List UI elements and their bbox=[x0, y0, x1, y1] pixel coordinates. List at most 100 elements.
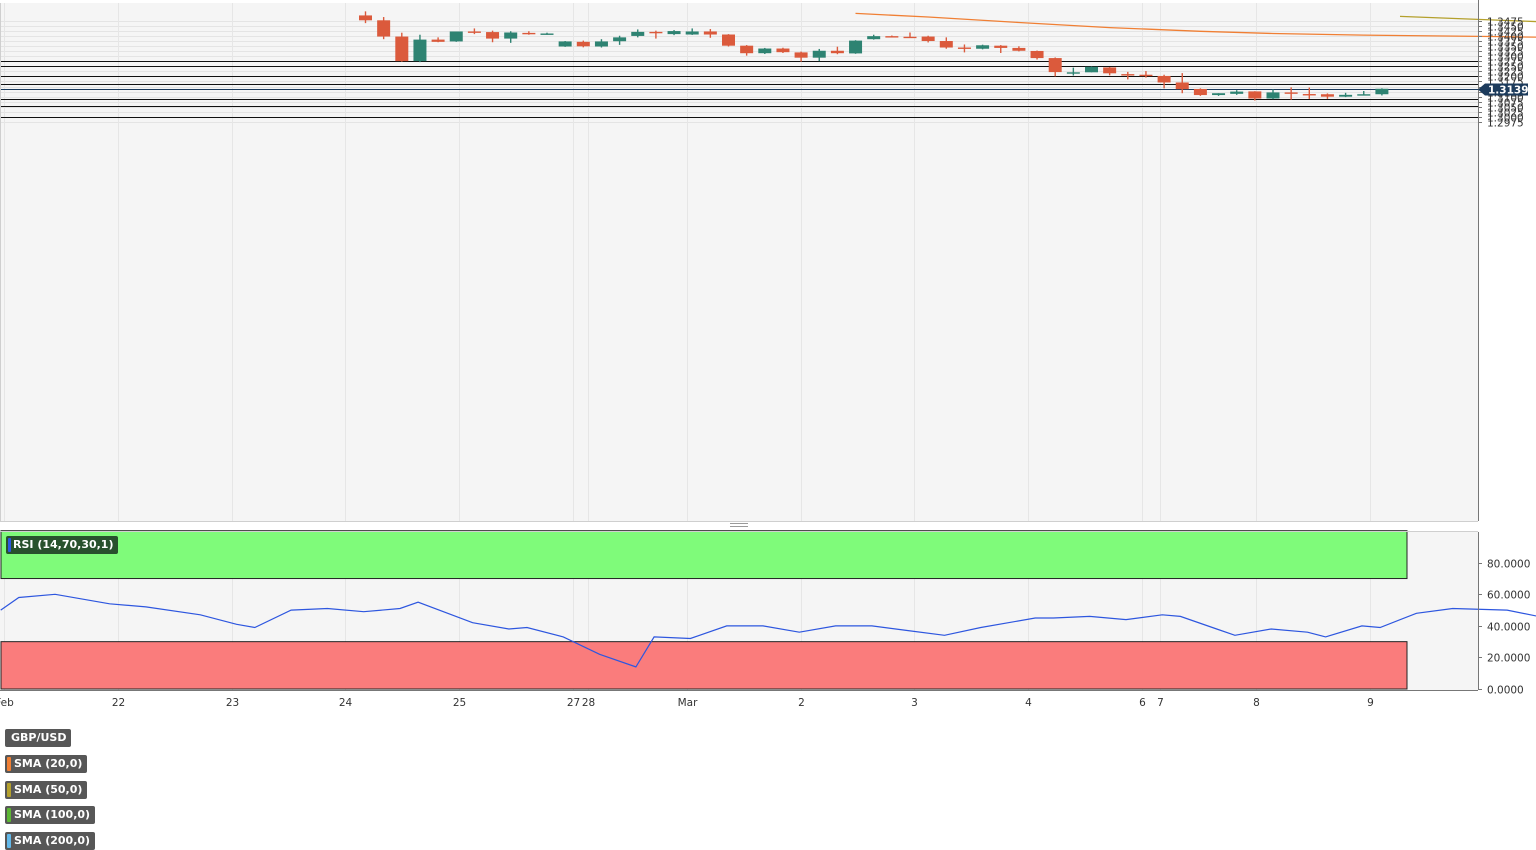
candle-body bbox=[831, 51, 844, 53]
last-price-tag: 1.31394 bbox=[1478, 84, 1536, 97]
candle-body bbox=[395, 37, 408, 62]
legend-label-sma-200: SMA (200,0) bbox=[14, 834, 90, 847]
candle bbox=[395, 33, 408, 62]
x-tick-label: 4 bbox=[1025, 697, 1032, 709]
candle-body bbox=[686, 31, 699, 34]
sma-20-swatch bbox=[7, 757, 11, 771]
candle-body bbox=[577, 42, 590, 46]
candle-body bbox=[559, 41, 572, 46]
legend-label-sma-100: SMA (100,0) bbox=[14, 808, 90, 821]
x-tick-label: Feb bbox=[0, 697, 14, 709]
candle-body bbox=[1012, 48, 1025, 51]
candle-body bbox=[1085, 67, 1098, 72]
candle bbox=[722, 34, 735, 46]
candle-body bbox=[1303, 94, 1316, 95]
candle-body bbox=[740, 46, 753, 54]
x-tick-label: 6 bbox=[1139, 697, 1146, 709]
sma-200-swatch bbox=[7, 834, 11, 848]
candle-body bbox=[649, 32, 662, 33]
candle-body bbox=[486, 32, 499, 39]
candle-body bbox=[504, 32, 517, 38]
x-tick-label: 24 bbox=[339, 697, 353, 709]
candle-body bbox=[704, 31, 717, 34]
candle-body bbox=[1031, 51, 1044, 58]
rsi-label[interactable]: RSI (14,70,30,1) bbox=[6, 536, 118, 554]
candle-body bbox=[795, 52, 808, 57]
candle bbox=[559, 41, 572, 47]
splitter-handle-line bbox=[730, 523, 748, 524]
x-tick-label: 3 bbox=[911, 697, 918, 709]
legend-item-sma-20[interactable]: SMA (20,0) bbox=[5, 755, 87, 773]
rsi-tick-label: 40.0000 bbox=[1487, 622, 1530, 634]
candle-body bbox=[994, 46, 1007, 48]
x-tick-label: 27 bbox=[567, 697, 580, 709]
candle-body bbox=[849, 41, 862, 54]
rsi-overbought-zone bbox=[1, 531, 1407, 579]
chart-canvas: 1.34751.34501.34251.34001.33751.33501.33… bbox=[0, 0, 1536, 716]
rsi-tick-label: 20.0000 bbox=[1487, 653, 1530, 665]
candle-body bbox=[432, 40, 445, 42]
candle-body bbox=[468, 31, 481, 32]
candle-body bbox=[359, 15, 372, 20]
rsi-tick-label: 80.0000 bbox=[1487, 559, 1530, 571]
candle-body bbox=[595, 41, 608, 46]
x-tick-label: 9 bbox=[1367, 697, 1374, 709]
instrument-text: GBP/USD bbox=[11, 731, 66, 744]
candle-body bbox=[758, 49, 771, 54]
splitter-handle-line bbox=[730, 526, 748, 527]
last-price-tag-text: 1.31394 bbox=[1488, 85, 1536, 97]
legend-item-sma-50[interactable]: SMA (50,0) bbox=[5, 781, 87, 799]
x-tick-label: 28 bbox=[582, 697, 595, 709]
candle-body bbox=[958, 48, 971, 49]
candle-body bbox=[885, 36, 898, 37]
legend-item-sma-100[interactable]: SMA (100,0) bbox=[5, 806, 95, 824]
candle-body bbox=[922, 37, 935, 41]
x-tick-label: 22 bbox=[112, 697, 125, 709]
candle-body bbox=[1049, 58, 1062, 72]
rsi-swatch bbox=[8, 538, 11, 552]
sma-100-swatch bbox=[7, 808, 11, 822]
candle-body bbox=[1067, 72, 1080, 73]
candle-body bbox=[541, 34, 554, 35]
x-tick-label: 7 bbox=[1157, 697, 1164, 709]
legend-item-sma-200[interactable]: SMA (200,0) bbox=[5, 832, 95, 850]
candle-body bbox=[1321, 94, 1334, 96]
legend-label-sma-20: SMA (20,0) bbox=[14, 757, 82, 770]
candle-body bbox=[1357, 94, 1370, 95]
candle-body bbox=[522, 33, 535, 34]
legend-label-sma-50: SMA (50,0) bbox=[14, 783, 82, 796]
candle-body bbox=[450, 31, 463, 41]
candle-body bbox=[1339, 95, 1352, 97]
candle-body bbox=[668, 31, 681, 34]
price-tick-label: 1.2975 bbox=[1487, 118, 1524, 130]
candle-body bbox=[1176, 82, 1189, 89]
candle-body bbox=[631, 32, 644, 36]
x-tick-label: 8 bbox=[1253, 697, 1260, 709]
candle-body bbox=[1267, 92, 1280, 98]
candle-body bbox=[377, 20, 390, 36]
candle-body bbox=[976, 45, 989, 48]
rsi-oversold-zone bbox=[1, 642, 1407, 689]
candle-body bbox=[776, 49, 789, 53]
candle-body bbox=[1230, 92, 1243, 94]
x-tick-label: 23 bbox=[226, 697, 239, 709]
candle-body bbox=[1248, 91, 1261, 98]
candle-body bbox=[1375, 89, 1388, 94]
candle-body bbox=[1212, 93, 1225, 95]
rsi-tick-label: 0.0000 bbox=[1487, 685, 1524, 697]
candle-body bbox=[940, 41, 953, 48]
candle-body bbox=[867, 36, 880, 39]
candle-body bbox=[413, 40, 426, 62]
candle bbox=[1085, 66, 1098, 72]
x-tick-label: 25 bbox=[453, 697, 466, 709]
x-tick-label: Mar bbox=[678, 697, 698, 709]
candle-body bbox=[613, 37, 626, 41]
candle bbox=[377, 17, 390, 39]
candle-body bbox=[1139, 75, 1152, 76]
candle-body bbox=[904, 37, 917, 38]
candle-body bbox=[1121, 74, 1134, 75]
candle-body bbox=[1285, 92, 1298, 93]
candle-body bbox=[1103, 67, 1116, 73]
rsi-label-text: RSI (14,70,30,1) bbox=[13, 538, 113, 551]
